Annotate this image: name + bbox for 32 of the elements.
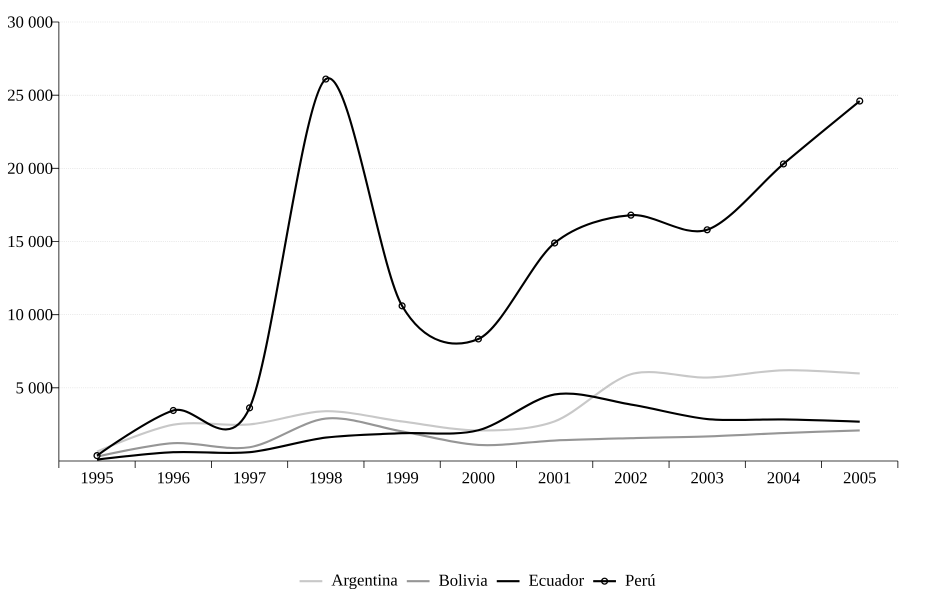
point [246,404,254,412]
x-tick-label: 2004 [768,472,800,484]
line-series [96,417,861,458]
point [474,335,482,343]
x-tick-label: 2003 [691,472,724,484]
x-tick-label: 1997 [234,472,266,484]
x-tick-label: 2001 [538,472,570,484]
x-tick-label: 1996 [158,472,190,484]
y-tick-label: 25 000 [8,90,52,101]
point [398,302,406,310]
legend-label: Bolivia [439,574,488,586]
x-tick-label: 1999 [386,472,418,484]
point [322,75,330,83]
point [704,226,711,234]
x-tick-label: 2000 [462,472,494,484]
y-tick-label: 20 000 [8,162,52,174]
y-tick-label: 10 000 [8,309,52,320]
x-tick-label: 1995 [82,472,114,484]
point [551,239,558,247]
legend-label: Perú [626,574,656,586]
x-tick-label: 1998 [310,472,342,484]
line-series [96,369,861,453]
legend-label: Ecuador [529,574,584,586]
y-tick-label: 15 000 [8,236,52,248]
point [170,406,177,414]
x-tick-label: 2002 [614,472,647,484]
x-tick-label: 2005 [844,472,876,484]
y-tick-label: 30 000 [8,16,52,28]
point [780,160,788,168]
y-tick-label: 5 000 [16,382,52,394]
legend-label: Argentina [332,574,398,590]
point [627,212,635,219]
